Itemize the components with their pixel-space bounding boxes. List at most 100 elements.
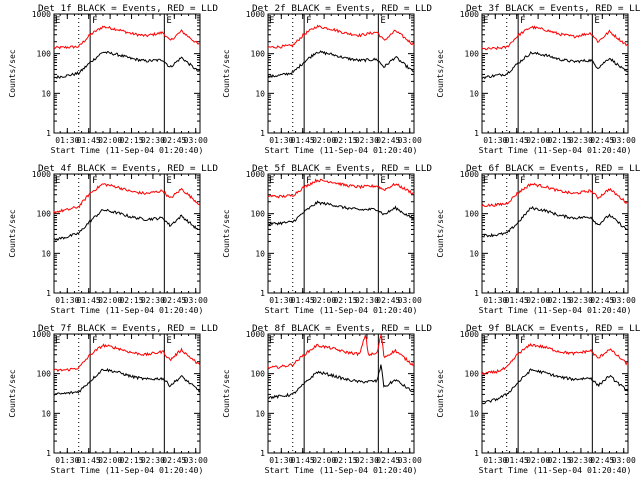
x-tick-label: 02:00 [312,456,336,465]
marker-label: E [594,336,599,346]
y-tick-label: 100 [251,50,266,59]
panel-title: Det 9f BLACK = Events, RED = LLD [466,323,640,334]
marker-label: E [55,336,60,346]
x-tick-label: 01:45 [77,296,101,305]
y-tick-label: 100 [37,50,52,59]
x-tick-label: 02:30 [141,296,165,305]
x-tick-label: 01:30 [269,296,293,305]
plot-frame [481,173,629,294]
x-tick-label: 02:30 [355,456,379,465]
marker-label: F [520,176,525,186]
y-tick-label: 10 [255,249,265,258]
detector-panel-1: Det 1f BLACK = Events, RED = LLD Counts/s… [8,3,218,155]
marker-label: E [269,176,274,186]
x-tick-label: 02:30 [569,456,593,465]
y-tick-label: 1 [474,449,479,458]
x-tick-label: 01:45 [505,456,529,465]
y-tick-label: 10 [469,249,479,258]
x-tick-label: 02:15 [119,136,143,145]
x-tick-label: 01:30 [483,456,507,465]
x-tick-label: 01:45 [77,136,101,145]
y-tick-label: 10 [255,89,265,98]
events-series-line [53,51,201,79]
marker-label: E [594,16,599,26]
y-tick-label: 1 [260,289,265,298]
x-tick-label: 03:00 [398,136,422,145]
marker-label: E [594,176,599,186]
lld-series-line [267,333,415,370]
plot-frame [481,333,629,454]
marker-label: F [306,176,311,186]
y-tick-label: 1000 [460,330,479,339]
marker-label: F [92,16,97,26]
detector-panel-7: Det 7f BLACK = Events, RED = LLD Counts/s… [8,323,218,475]
x-tick-label: 02:00 [526,456,550,465]
x-tick-label: 02:30 [355,296,379,305]
y-tick-label: 10 [41,249,51,258]
marker-label: F [520,16,525,26]
x-axis-label: Start Time (11-Sep-04 01:20:40) [51,465,204,475]
x-tick-label: 03:00 [612,456,636,465]
x-tick-label: 01:45 [291,136,315,145]
x-tick-label: 02:15 [333,136,357,145]
x-tick-label: 03:00 [612,296,636,305]
detector-panel-3: Det 3f BLACK = Events, RED = LLD Counts/s… [436,3,640,155]
y-tick-label: 100 [251,370,266,379]
panel-title: Det 7f BLACK = Events, RED = LLD [38,323,218,334]
x-tick-label: 01:45 [77,456,101,465]
y-tick-label: 100 [37,370,52,379]
y-tick-label: 100 [465,210,480,219]
y-tick-label: 10 [41,409,51,418]
detector-panel-5: Det 5f BLACK = Events, RED = LLD Counts/s… [222,163,432,315]
x-tick-label: 02:00 [312,296,336,305]
x-tick-label: 03:00 [184,136,208,145]
lld-series-line [481,182,629,208]
x-tick-label: 03:00 [398,456,422,465]
x-axis-label: Start Time (11-Sep-04 01:20:40) [479,145,632,155]
x-tick-label: 03:00 [184,456,208,465]
x-tick-label: 02:15 [547,456,571,465]
detector-panel-8: Det 8f BLACK = Events, RED = LLD Counts/s… [222,323,432,475]
y-tick-label: 1 [46,449,51,458]
x-tick-label: 02:45 [590,296,614,305]
marker-label: E [483,176,488,186]
marker-label: E [269,336,274,346]
x-tick-label: 01:45 [291,296,315,305]
y-axis-label: Counts/sec [8,369,17,417]
marker-label: E [483,336,488,346]
y-tick-label: 100 [465,50,480,59]
marker-label: E [483,16,488,26]
x-tick-label: 02:45 [376,136,400,145]
y-tick-label: 1000 [32,170,51,179]
x-tick-label: 03:00 [398,296,422,305]
x-tick-label: 02:45 [162,456,186,465]
y-tick-label: 100 [37,210,52,219]
x-tick-label: 02:00 [98,296,122,305]
events-series-line [481,205,629,238]
x-tick-label: 01:30 [483,296,507,305]
marker-label: E [55,16,60,26]
marker-label: F [520,336,525,346]
events-series-line [267,200,415,226]
marker-label: F [306,336,311,346]
y-tick-label: 10 [41,89,51,98]
x-tick-label: 02:00 [312,136,336,145]
x-tick-label: 02:15 [333,296,357,305]
y-tick-label: 100 [465,370,480,379]
y-tick-label: 1000 [460,170,479,179]
plot-frame [481,13,629,134]
y-tick-label: 1 [46,289,51,298]
x-tick-label: 02:30 [355,136,379,145]
marker-label: E [380,16,385,26]
y-axis-label: Counts/sec [8,49,17,97]
detector-panel-6: Det 6f BLACK = Events, RED = LLD Counts/s… [436,163,640,315]
marker-label: E [166,176,171,186]
plot-frame [53,13,201,134]
panel-title: Det 8f BLACK = Events, RED = LLD [252,323,432,334]
events-series-line [53,208,201,241]
y-axis-label: Counts/sec [8,209,17,257]
x-tick-label: 01:30 [483,136,507,145]
events-series-line [53,367,201,396]
y-axis-label: Counts/sec [436,49,445,97]
y-tick-label: 1000 [460,10,479,19]
